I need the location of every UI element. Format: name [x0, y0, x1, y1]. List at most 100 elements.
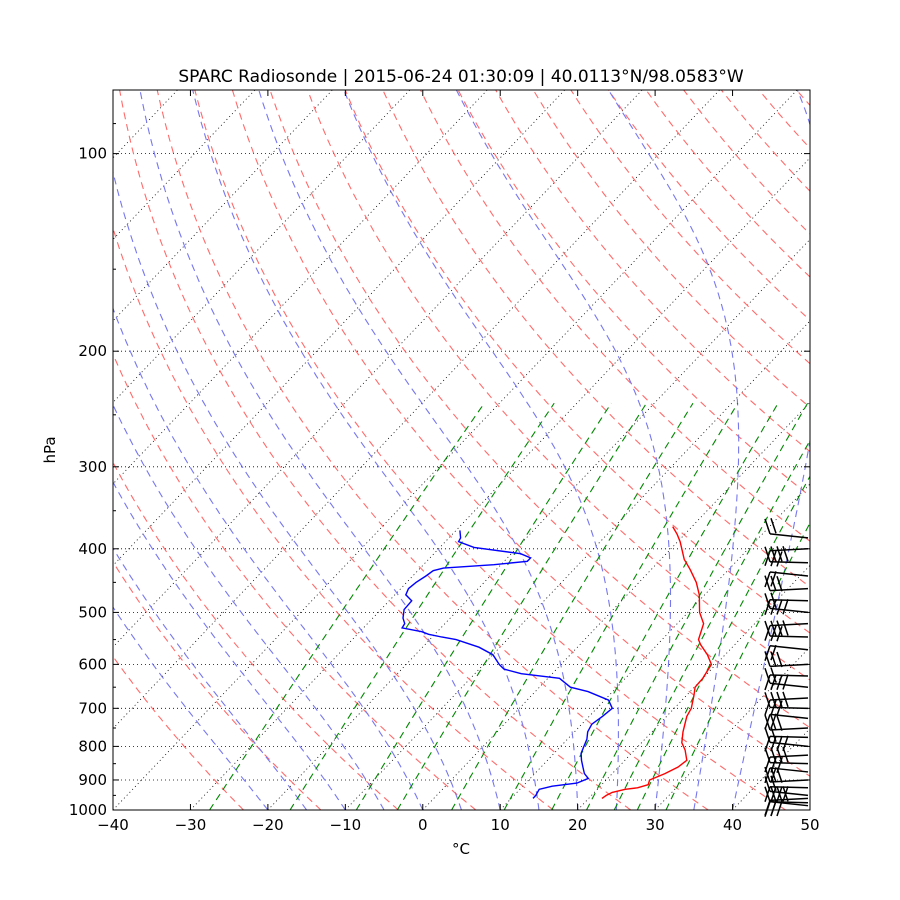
wind-barb: [764, 644, 809, 661]
dry-adiabat: [113, 352, 477, 810]
dry-adiabat: [113, 655, 244, 810]
wind-barb: [764, 545, 809, 564]
wind-barb: [764, 622, 809, 642]
x-axis-label: °C: [452, 840, 470, 858]
y-axis-label: hPa: [41, 436, 59, 463]
isotherm-gridline: [422, 401, 810, 810]
y-tick-label: 300: [78, 458, 107, 476]
dry-adiabat: [269, 90, 810, 729]
y-tick-label: 100: [78, 145, 107, 163]
isotherm-gridline: [190, 157, 810, 810]
isotherm-gridline: [113, 90, 643, 648]
mixing-ratio-lines: [209, 402, 810, 810]
dry-adiabat: [113, 561, 322, 810]
isotherm-gridline: [113, 90, 565, 567]
mixing-ratio-line: [665, 521, 810, 810]
dry-adiabat: [457, 90, 810, 497]
moist-adiabat: [113, 169, 463, 810]
isotherm-gridline: [345, 320, 810, 810]
isotherm-gridline: [113, 90, 720, 730]
y-tick-label: 200: [78, 342, 107, 360]
dry-adiabat: [344, 90, 810, 634]
moist-adiabat: [113, 481, 346, 810]
moist-adiabat: [455, 90, 672, 810]
moist-adiabat: [732, 90, 810, 810]
x-tick-label: 40: [723, 816, 742, 834]
x-tick-label: 50: [800, 816, 819, 834]
y-tick-label: 700: [78, 699, 107, 717]
dry-adiabat: [645, 90, 810, 278]
wind-barb: [764, 746, 809, 765]
dry-adiabat: [532, 90, 810, 409]
moist-adiabat: [139, 90, 501, 810]
mixing-ratio-line: [503, 402, 739, 810]
wind-barb: [764, 667, 809, 688]
dry-adiabat: [495, 90, 810, 453]
wind-barb: [764, 599, 809, 616]
isotherm-gridline: [887, 90, 900, 810]
moist-adiabat: [113, 403, 385, 810]
y-axis-ticks: 100 200 300 400 500 600 700 800 900 1000: [69, 89, 810, 819]
wind-barbs: [764, 518, 809, 817]
moist-adiabat: [607, 90, 740, 810]
dewpoint-trace: [400, 530, 614, 799]
wind-barb: [764, 518, 809, 539]
y-tick-label: 400: [78, 540, 107, 558]
dry-adiabat: [795, 90, 810, 107]
mixing-ratio-line: [289, 402, 555, 810]
dry-adiabat: [307, 90, 810, 681]
y-tick-label: 500: [78, 603, 107, 621]
wind-barb: [764, 620, 809, 638]
x-tick-label: 10: [491, 816, 510, 834]
mixing-ratio-line: [551, 402, 779, 810]
x-axis-ticks: −40 −30 −20 −10 0 10 20 30 40 50: [97, 90, 820, 834]
dry-adiabat: [607, 90, 810, 322]
dry-adiabat: [156, 90, 709, 810]
wind-barb: [764, 800, 809, 817]
temperature-trace: [601, 526, 713, 799]
dry-adiabat: [758, 90, 810, 150]
wind-barb: [764, 726, 809, 748]
mixing-ratio-line: [636, 475, 810, 810]
wind-barb: [764, 571, 809, 588]
isotherm-gridline: [809, 809, 810, 810]
y-tick-label: 800: [78, 737, 107, 755]
dry-adiabat: [382, 90, 810, 588]
plot-frame: [112, 89, 811, 811]
wind-barb: [764, 674, 809, 691]
wind-barb: [764, 548, 809, 567]
mixing-ratio-line: [613, 439, 810, 810]
dry-adiabat: [720, 90, 810, 193]
wind-barb: [764, 691, 809, 710]
wind-barb: [764, 714, 809, 731]
isotherm-gridline: [267, 238, 810, 810]
y-tick-label: 900: [78, 771, 107, 789]
wind-barb: [764, 651, 809, 668]
x-tick-label: 0: [418, 816, 428, 834]
moist-adiabat: [343, 90, 619, 810]
wind-barb: [764, 766, 809, 783]
x-tick-label: −20: [252, 816, 284, 834]
plot-area: [0, 90, 900, 810]
dry-adiabat: [419, 90, 810, 542]
moist-adiabat: [113, 306, 424, 810]
isotherm-gridline: [0, 90, 23, 810]
isotherm-gridline: [499, 483, 810, 810]
chart-title: SPARC Radiosonde | 2015-06-24 01:30:09 |…: [178, 67, 744, 87]
x-tick-label: −40: [97, 816, 129, 834]
moist-adiabat: [258, 90, 579, 810]
dry-adiabat: [194, 90, 786, 810]
isotherm-gridline: [113, 90, 411, 403]
y-tick-label: 600: [78, 655, 107, 673]
dry-adiabat: [119, 90, 632, 810]
wind-barb: [764, 592, 809, 614]
moist-adiabat: [113, 547, 308, 810]
x-tick-label: 30: [646, 816, 665, 834]
x-tick-label: −10: [330, 816, 362, 834]
mixing-ratio-line: [396, 402, 647, 810]
pressure-gridlines: [0, 90, 900, 810]
x-tick-label: −30: [175, 816, 207, 834]
isotherm-gridline: [113, 90, 488, 485]
x-tick-label: 20: [568, 816, 587, 834]
